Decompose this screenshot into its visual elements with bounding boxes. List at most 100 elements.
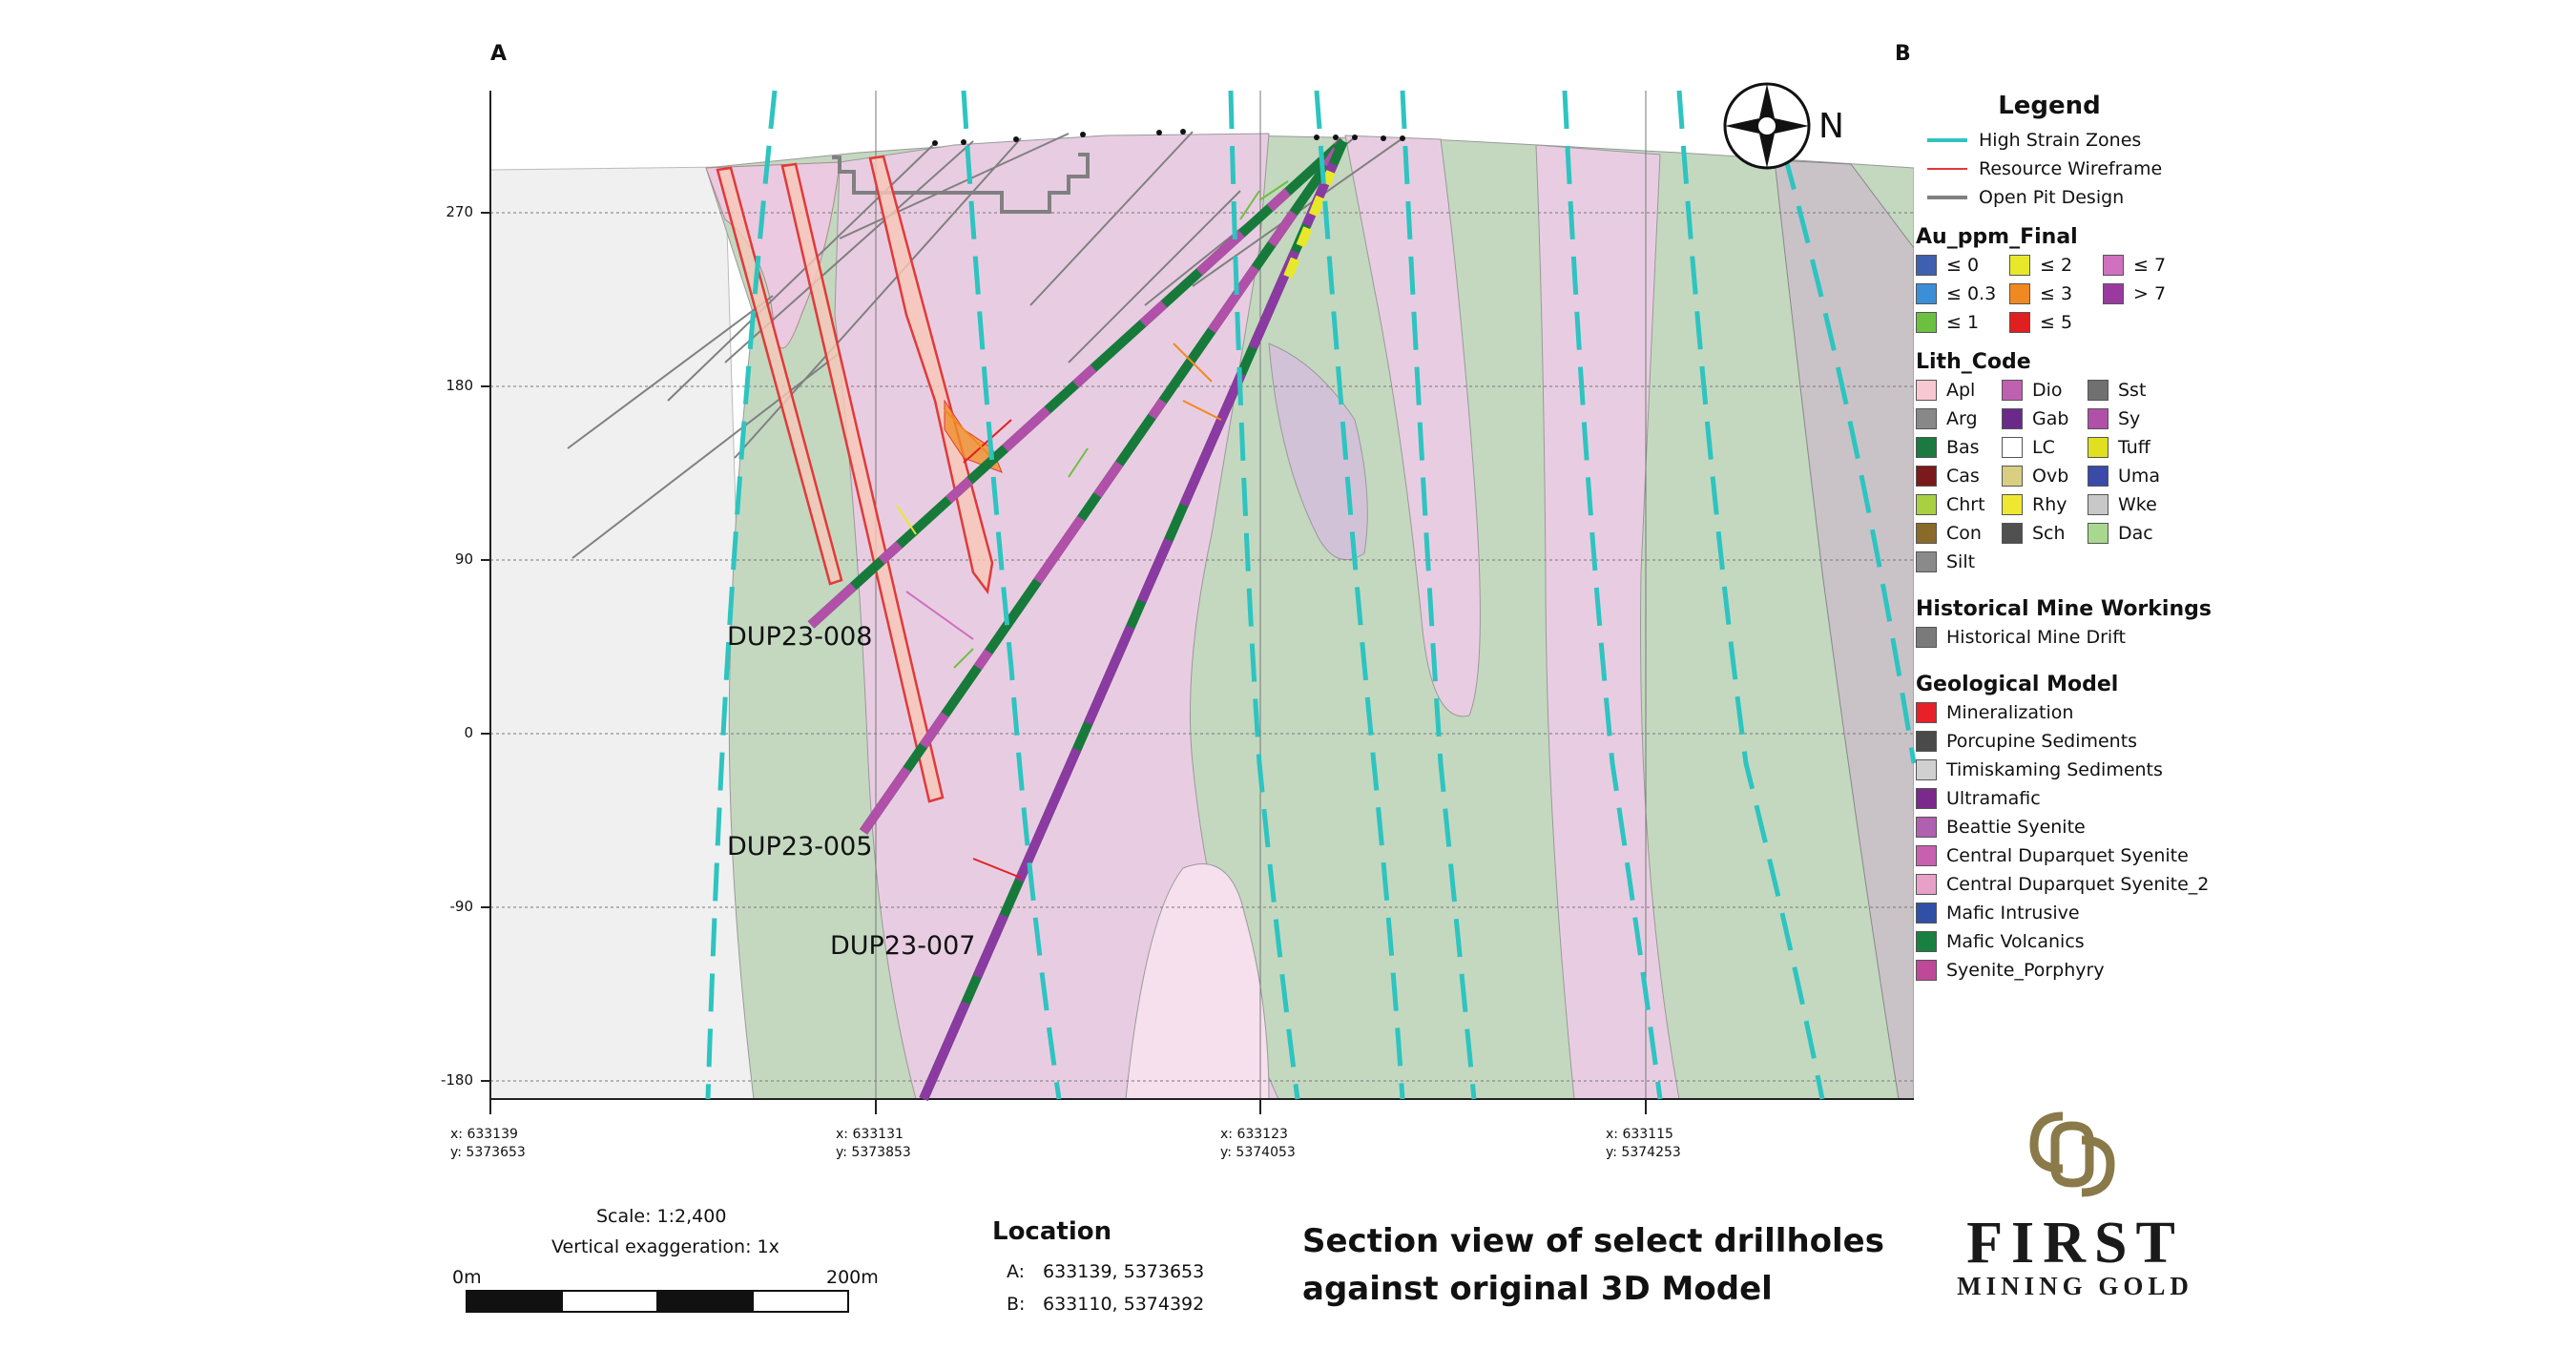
section-axes: [481, 91, 1914, 1114]
geo-legend-swatch: [1916, 817, 1937, 838]
au-legend-label: ≤ 3: [2040, 283, 2073, 304]
geo-legend-item: Porcupine Sediments: [1916, 727, 2278, 756]
elevation-tick: 90: [454, 550, 473, 568]
lith-legend-swatch: [1916, 380, 1937, 401]
porcupine-sediments-band: [1774, 159, 1914, 1099]
lith-legend-item: Rhy: [2002, 490, 2082, 519]
geo-legend-item: Timiskaming Sediments: [1916, 756, 2278, 784]
legend-line-item: Resource Wireframe: [1916, 155, 2297, 183]
assay-ticks: [896, 180, 1289, 879]
x-coordinate-label: x: 633139 y: 5373653: [450, 1127, 526, 1160]
lith-legend-label: Sy: [2118, 408, 2141, 429]
drill-collars: [932, 129, 1405, 146]
lith-legend-swatch: [2002, 523, 2023, 544]
geo-legend-swatch: [1916, 931, 1937, 952]
geo-legend-swatch: [1916, 759, 1937, 780]
drillhole-label-dup23-007: DUP23-007: [830, 931, 976, 961]
hist-legend-swatch: [1916, 627, 1937, 648]
scale-ratio: Scale: 1:2,400: [596, 1206, 727, 1227]
lith-legend-item: Sch: [2002, 519, 2082, 548]
scale-bar-start: 0m: [452, 1267, 482, 1288]
lith-legend-label: LC: [2032, 437, 2055, 458]
legend-line-swatch: [1927, 196, 1967, 199]
lith-legend-item: Wke: [2088, 490, 2168, 519]
lith-legend-swatch: [2088, 494, 2109, 515]
syenite-2-lower-lobe: [1125, 863, 1270, 1099]
geo-legend-item: Mafic Intrusive: [1916, 899, 2278, 927]
lith-legend-swatch: [2088, 408, 2109, 429]
lith-legend-label: Rhy: [2032, 494, 2067, 515]
geo-legend-item: Central Duparquet Syenite_2: [1916, 870, 2278, 899]
hist-legend-label: Historical Mine Drift: [1946, 627, 2127, 648]
geo-legend-swatch: [1916, 788, 1937, 809]
geo-legend-label: Central Duparquet Syenite: [1946, 845, 2189, 866]
geo-legend-label: Timiskaming Sediments: [1946, 759, 2163, 780]
lith-legend-swatch: [2002, 437, 2023, 458]
lith-legend-label: Tuff: [2118, 437, 2150, 458]
drillhole-traces: [807, 137, 1348, 1102]
lith-legend-swatch: [1916, 523, 1937, 544]
au-legend-swatch: [1916, 312, 1937, 333]
historical-workings-legend: Historical Mine Drift: [1916, 623, 2297, 652]
geo-legend-item: Beattie Syenite: [1916, 813, 2278, 841]
geo-legend-label: Syenite_Porphyry: [1946, 960, 2105, 981]
au-legend-label: ≤ 5: [2040, 312, 2073, 333]
au-legend-item: ≤ 3: [2009, 280, 2097, 308]
lith-legend-item: Dac: [2088, 519, 2168, 548]
location-row-b: B: 633110, 5374392: [1007, 1294, 1205, 1315]
location-row-a: A: 633139, 5373653: [1007, 1261, 1205, 1282]
geo-legend-item: Mafic Volcanics: [1916, 927, 2278, 956]
au-legend-item: ≤ 0: [1916, 251, 2004, 280]
lith-legend-swatch: [1916, 494, 1937, 515]
hist-legend-item: Historical Mine Drift: [1916, 623, 2278, 652]
au-legend-label: ≤ 2: [2040, 255, 2073, 276]
lith-legend-item: Chrt: [1916, 490, 1996, 519]
au-legend-item: ≤ 2: [2009, 251, 2097, 280]
legend-title: Legend: [1998, 92, 2101, 120]
section-title: Section view of select drillholes agains…: [1302, 1222, 1884, 1308]
lith-legend-item: Tuff: [2088, 433, 2168, 462]
lith-legend-label: Apl: [1946, 380, 1976, 401]
syenite-band-right: [1535, 144, 1680, 1099]
lith-legend-swatch: [2088, 380, 2109, 401]
legend-line-item: Open Pit Design: [1916, 183, 2297, 212]
geo-legend-label: Ultramafic: [1946, 788, 2041, 809]
lith-legend-label: Chrt: [1946, 494, 1985, 515]
lith-legend-swatch: [1916, 437, 1937, 458]
x-coordinate-label: x: 633115 y: 5374253: [1606, 1127, 1681, 1160]
lith-legend-swatch: [2002, 408, 2023, 429]
lith-legend-label: Bas: [1946, 437, 1980, 458]
au-legend-label: ≤ 0.3: [1946, 283, 1997, 304]
geo-legend-swatch: [1916, 845, 1937, 866]
lith-legend-swatch: [2002, 466, 2023, 487]
lith-legend-label: Con: [1946, 523, 1982, 544]
geo-legend-swatch: [1916, 731, 1937, 752]
lith-legend-label: Wke: [2118, 494, 2157, 515]
lith-legend-swatch: [2088, 523, 2109, 544]
lith-legend-item: Dio: [2002, 376, 2082, 405]
au-legend-label: ≤ 1: [1946, 312, 1980, 333]
open-pit-design: [832, 153, 1090, 214]
au-ppm-heading: Au_ppm_Final: [1916, 225, 2078, 249]
historical-workings-heading: Historical Mine Workings: [1916, 597, 2212, 621]
lith-legend-label: Cas: [1946, 466, 1980, 487]
lith-legend-label: Dac: [2118, 523, 2153, 544]
syenite-overlay: [1268, 342, 1368, 561]
lith-legend-label: Uma: [2118, 466, 2161, 487]
lith-legend-swatch: [1916, 408, 1937, 429]
lith-legend-label: Gab: [2032, 408, 2069, 429]
high-strain-zones: [705, 90, 1917, 1100]
lith-legend-label: Arg: [1946, 408, 1978, 429]
geo-legend-label: Mafic Intrusive: [1946, 903, 2080, 924]
syenite-lens-mid: [1344, 135, 1481, 717]
geo-legend-swatch: [1916, 874, 1937, 895]
vertical-exaggeration: Vertical exaggeration: 1x: [551, 1236, 779, 1257]
lith-legend-label: Sst: [2118, 380, 2147, 401]
lith-legend-label: Ovb: [2032, 466, 2069, 487]
legend-panel: Legend High Strain Zones Resource Wirefr…: [1916, 92, 2297, 985]
x-coordinate-label: x: 633131 y: 5373853: [836, 1127, 911, 1160]
lith-legend-item: Silt: [1916, 548, 1996, 576]
au-legend-label: ≤ 7: [2133, 255, 2167, 276]
elevation-tick: 270: [446, 203, 473, 220]
